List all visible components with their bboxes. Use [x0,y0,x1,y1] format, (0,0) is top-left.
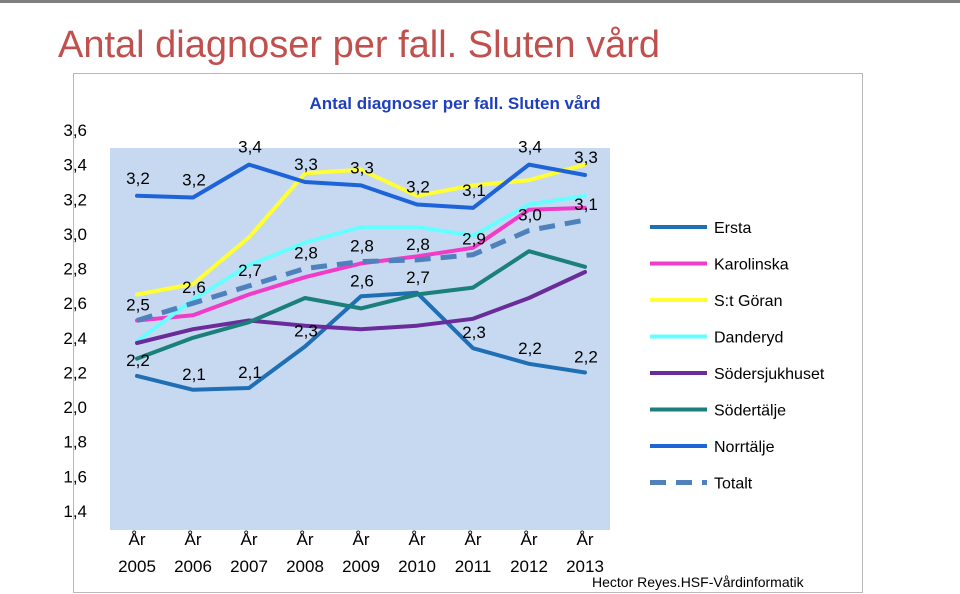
x-tick-label: År 2011 [455,530,492,576]
data-label: 3,4 [238,138,262,157]
data-label: 2,8 [406,235,430,254]
y-tick-label: 3,2 [63,190,87,209]
data-label: 3,2 [182,171,206,190]
top-border [0,0,960,3]
legend-label: Danderyd [714,330,783,347]
data-label: 3,2 [126,169,150,188]
chart-title: Antal diagnoser per fall. Sluten vård [310,94,601,113]
y-tick-label: 3,4 [63,156,87,175]
data-label: 2,9 [462,230,486,249]
x-tick-label: År 2006 [174,530,212,576]
y-tick-label: 3,0 [63,225,87,244]
y-tick-label: 1,6 [63,467,87,486]
data-label: 2,5 [126,296,150,315]
series-line-ersta [135,290,587,392]
legend: Ersta Karolinska S:t Göran Danderyd Södersju… [650,220,825,493]
credit-text: Hector Reyes.HSF-Vårdinformatik [592,574,804,590]
series-line-södertälje [135,249,587,361]
data-label: 3,1 [462,181,486,200]
legend-label: Norrtälje [714,439,775,456]
data-label: 3,2 [406,177,430,196]
data-label: 2,2 [518,339,542,358]
data-label: 2,8 [294,244,318,263]
x-tick-label: År 2010 [398,530,436,576]
x-tick-label: År 2012 [510,530,548,576]
legend-label: Ersta [714,220,751,237]
x-tick-label: År 2007 [230,530,268,576]
data-label: 3,3 [294,155,318,174]
legend-label: Karolinska [714,257,789,274]
legend-label: Totalt [714,476,753,493]
data-label: 2,2 [126,351,150,370]
x-tick-label: År 2009 [342,530,380,576]
data-label: 3,0 [518,205,542,224]
y-tick-label: 3,6 [63,121,87,140]
y-tick-label: 2,4 [63,329,87,348]
data-label: 2,6 [182,278,206,297]
y-tick-label: 1,4 [63,502,87,521]
series-line-totalt [136,217,586,323]
data-label: 3,3 [350,158,374,177]
x-tick-label: År 2008 [286,530,324,576]
x-axis-ticks: År 2005 År 2006 År 2007 År 2008 År 2009 År 2010 År 20… [118,530,604,576]
data-label: 2,7 [238,261,262,280]
data-label: 2,3 [294,321,318,340]
data-labels: 3,2 3,2 3,4 3,3 3,3 3,2 3,1 3,4 3,3 2,5 2,6 2,7 2,8 2… [126,138,598,384]
x-tick-label: År 2013 [566,530,604,576]
legend-label: Södertälje [714,403,786,420]
legend-label: Södersjukhuset [714,366,825,383]
series-line-norrtälje [135,162,587,210]
series-line-karolinska [135,205,587,323]
y-tick-label: 2,6 [63,294,87,313]
x-tick-label: År 2005 [118,530,156,576]
data-label: 2,8 [350,237,374,256]
series-line-södersjukhuset [135,270,587,345]
series-lines [135,162,587,392]
data-label: 3,1 [574,195,598,214]
series-line-s-t-göran [135,162,587,297]
y-tick-label: 2,8 [63,260,87,279]
legend-label: S:t Göran [714,293,782,310]
y-tick-label: 1,8 [63,433,87,452]
data-label: 2,6 [350,271,374,290]
data-label: 2,1 [238,363,262,382]
y-tick-label: 2,2 [63,363,87,382]
data-label: 2,2 [574,347,598,366]
y-tick-label: 2,0 [63,398,87,417]
data-label: 2,1 [182,365,206,384]
data-label: 2,7 [406,268,430,287]
series-line-danderyd [135,193,587,344]
y-axis-ticks: 1,4 1,6 1,8 2,0 2,2 2,4 2,6 2,8 3,0 3,2 3,4 3,6 [63,121,87,521]
data-label: 3,3 [574,148,598,167]
data-label: 2,3 [462,323,486,342]
data-label: 3,4 [518,138,542,157]
slide-title: Antal diagnoser per fall. Sluten vård [58,24,661,66]
